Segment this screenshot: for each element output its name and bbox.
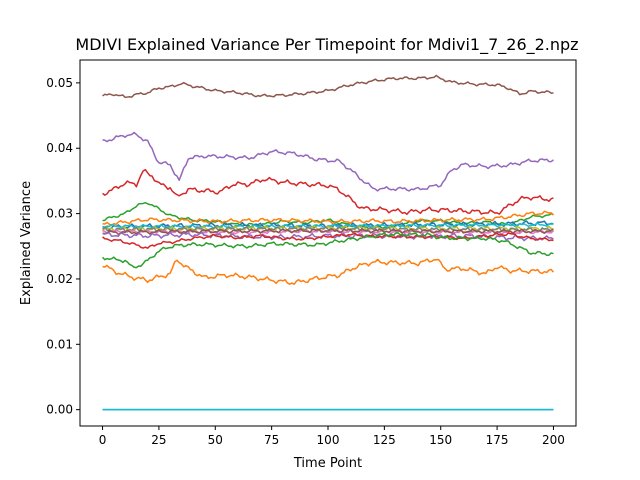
series-line [102,131,554,192]
x-tick-label: 175 [486,433,509,447]
x-axis-label: Time Point [293,456,362,471]
y-tick-label: 0.03 [46,207,73,221]
x-tick-label: 125 [373,433,396,447]
series-line [102,258,555,285]
y-tick-label: 0.05 [46,76,73,90]
plot-area: 0 25 50 75 100 125 150 175 200 0.00 0.01 0.02 0.03 0.… [46,59,577,447]
x-tick-label: 50 [208,433,223,447]
series-line [102,228,554,236]
y-tick-label: 0.00 [46,403,73,417]
series-line [102,168,554,215]
x-tick-label: 75 [264,433,279,447]
series-line [102,210,554,226]
y-axis-label: Explained Variance [19,181,34,305]
y-tick-label: 0.04 [46,141,73,155]
y-tick-label: 0.01 [46,337,73,351]
series-line [102,232,554,249]
x-tick-label: 0 [99,433,107,447]
y-tick-label: 0.02 [46,272,73,286]
x-tick-label: 25 [151,433,166,447]
series-line [102,231,554,269]
series-line [102,225,554,234]
series-line [102,74,554,99]
x-tick-label: 200 [542,433,565,447]
x-tick-label: 100 [317,433,340,447]
x-tick-label: 150 [429,433,452,447]
chart-title: MDIVI Explained Variance Per Timepoint f… [75,35,578,55]
